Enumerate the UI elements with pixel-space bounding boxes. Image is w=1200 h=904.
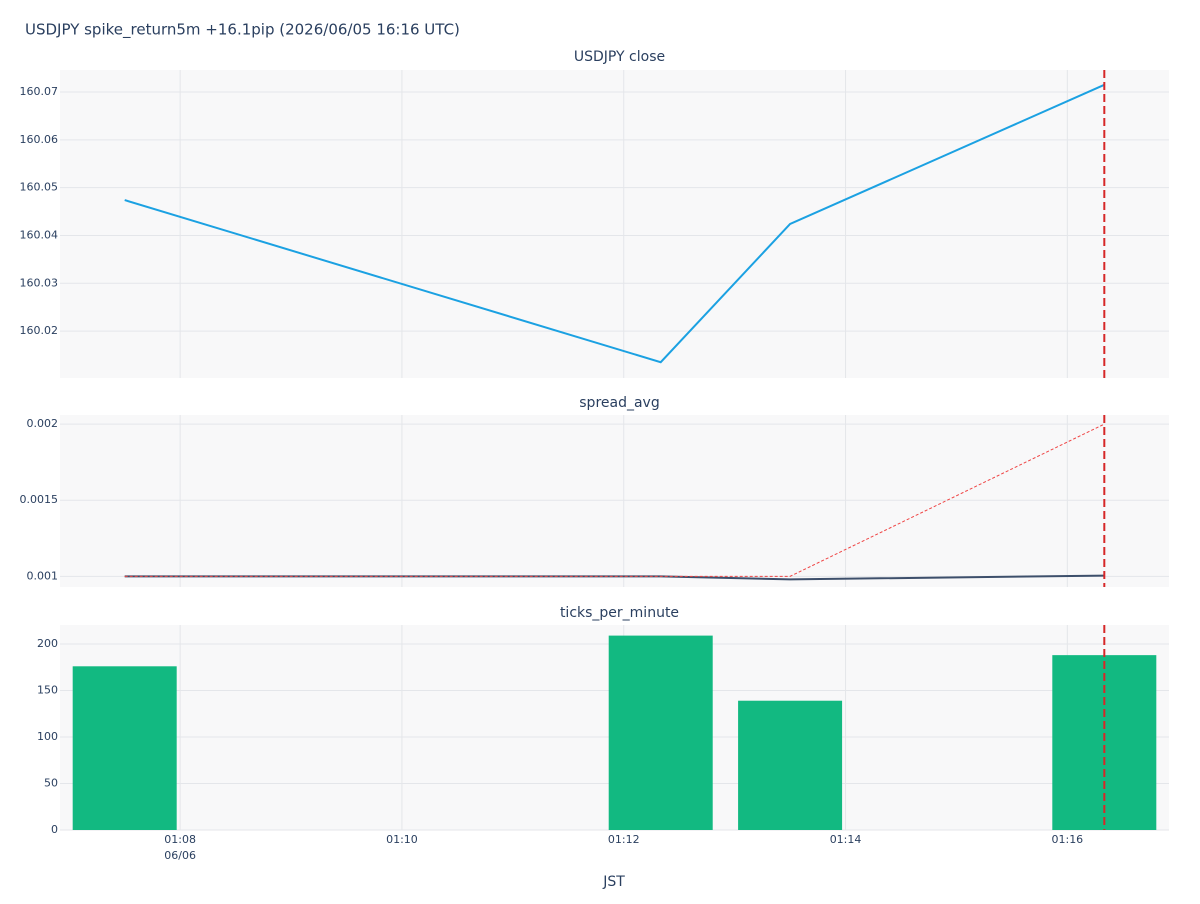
- x-tick-label: 01:14: [830, 833, 862, 846]
- plot-area: [60, 415, 1169, 587]
- y-tick-label: 0.002: [27, 417, 59, 430]
- chart-title: USDJPY spike_return5m +16.1pip (2026/06/…: [25, 21, 460, 40]
- bar: [738, 700, 843, 830]
- subplot-title: USDJPY close: [574, 49, 665, 65]
- y-tick-label: 0: [51, 823, 58, 836]
- y-tick-label: 150: [37, 683, 58, 696]
- x-tick-label: 01:12: [608, 833, 640, 846]
- x-date-label: 06/06: [164, 849, 196, 862]
- y-tick-label: 0.0015: [20, 493, 59, 506]
- x-tick-label: 01:08: [164, 833, 196, 846]
- y-tick-label: 200: [37, 637, 58, 650]
- line: [124, 423, 1105, 577]
- plot-area: [60, 70, 1169, 378]
- y-tick-label: 160.05: [20, 181, 59, 194]
- bar: [72, 666, 177, 830]
- x-tick-label: 01:10: [386, 833, 418, 846]
- bar: [1052, 655, 1157, 830]
- y-tick-label: 160.06: [20, 133, 59, 146]
- subplot-title: ticks_per_minute: [560, 605, 679, 621]
- line: [124, 574, 1105, 581]
- y-tick-label: 160.07: [20, 85, 59, 98]
- x-tick-label: 01:16: [1051, 833, 1083, 846]
- y-tick-label: 160.03: [20, 276, 59, 289]
- y-tick-label: 50: [44, 776, 58, 789]
- subplot-title: spread_avg: [579, 395, 659, 411]
- bar: [608, 635, 713, 830]
- y-tick-label: 160.02: [20, 324, 59, 337]
- y-tick-label: 0.001: [27, 569, 59, 582]
- y-tick-label: 100: [37, 730, 58, 743]
- y-tick-label: 160.04: [20, 228, 59, 241]
- line: [124, 83, 1105, 364]
- x-axis-label: JST: [602, 874, 625, 890]
